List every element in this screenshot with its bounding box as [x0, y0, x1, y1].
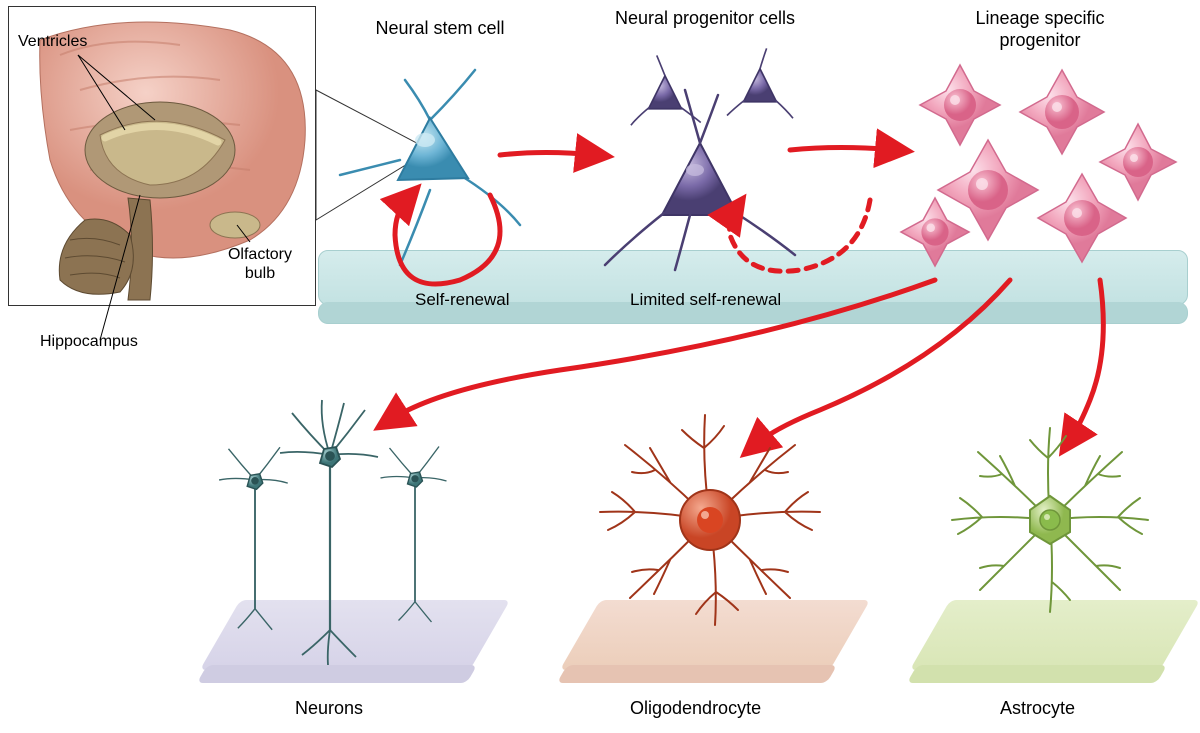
neural-stem-cell-label: Neural stem cell: [360, 18, 520, 40]
lineage-progenitor-icon: [901, 65, 1176, 266]
hippocampus-label: Hippocampus: [40, 332, 138, 351]
astro-platform-face: [907, 665, 1167, 683]
neurons-platform: [200, 600, 510, 670]
neurons-label: Neurons: [295, 698, 363, 720]
limited-self-renewal-label: Limited self-renewal: [630, 290, 781, 310]
astrocyte-label: Astrocyte: [1000, 698, 1075, 720]
olfactory-bulb-label: Olfactory bulb: [215, 245, 305, 283]
ventricles-label: Ventricles: [18, 32, 87, 51]
lineage-progenitor-label: Lineage specific progenitor: [940, 8, 1140, 51]
astrocyte-icon: [952, 428, 1148, 612]
oligo-platform: [560, 600, 870, 670]
self-renewal-label: Self-renewal: [415, 290, 510, 310]
oligo-platform-face: [557, 665, 837, 683]
oligodendrocyte-label: Oligodendrocyte: [630, 698, 761, 720]
neural-stem-cell-icon: [340, 70, 520, 265]
neural-progenitor-icon: [605, 48, 795, 270]
neural-progenitor-label: Neural progenitor cells: [605, 8, 805, 30]
astro-platform: [910, 600, 1200, 670]
oligodendrocyte-icon: [600, 415, 820, 625]
neurons-platform-face: [197, 665, 477, 683]
